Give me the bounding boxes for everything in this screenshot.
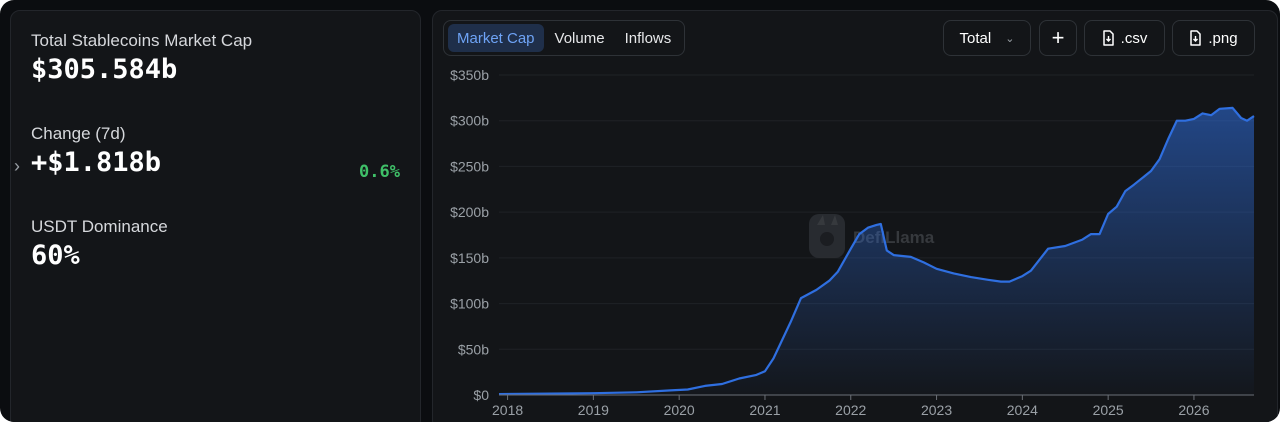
change-label: Change (7d): [31, 124, 126, 143]
change-percent: 0.6%: [359, 162, 400, 182]
plus-icon: +: [1051, 25, 1065, 50]
y-tick-label: $350b: [450, 67, 489, 83]
x-tick-label: 2025: [1093, 402, 1124, 418]
market-cap-line[interactable]: [498, 106, 1255, 396]
y-tick-label: $200b: [450, 204, 489, 220]
market-cap-label: Total Stablecoins Market Cap: [31, 31, 253, 50]
x-tick-label: 2018: [492, 402, 523, 418]
dominance-label: USDT Dominance: [31, 217, 168, 236]
add-button[interactable]: +: [1039, 20, 1077, 56]
chart-tabs: Market Cap Volume Inflows: [443, 20, 686, 56]
csv-label: .csv: [1120, 29, 1148, 47]
y-tick-label: $50b: [458, 341, 489, 357]
change-stat: Change (7d) +$1.818b 0.6%: [31, 124, 400, 182]
x-tick-label: 2022: [835, 402, 866, 418]
png-label: .png: [1208, 29, 1238, 47]
chevron-right-icon[interactable]: ›: [14, 156, 20, 176]
y-tick-label: $100b: [450, 296, 489, 312]
market-cap-area: [499, 107, 1254, 396]
y-tick-label: $150b: [450, 250, 489, 266]
tab-volume[interactable]: Volume: [554, 29, 605, 47]
tab-market-cap[interactable]: Market Cap: [448, 24, 544, 52]
total-select[interactable]: Total ⌄: [943, 20, 1031, 56]
y-tick-label: $250b: [450, 158, 489, 174]
chart-panel: DefiLlama $0 $50b $100b $150b $200b $250b $300…: [432, 10, 1278, 422]
image-download-icon: [1189, 30, 1202, 46]
total-select-label: Total: [959, 29, 992, 47]
x-tick-label: 2020: [664, 402, 695, 418]
market-cap-chart: DefiLlama $0$50b$100b$150b$200b$250b$300…: [450, 67, 1255, 418]
market-cap-stat: Total Stablecoins Market Cap $305.584b: [31, 31, 400, 87]
tab-inflows[interactable]: Inflows: [624, 29, 672, 47]
y-tick-label: $0: [473, 387, 489, 403]
download-png-button[interactable]: .png: [1172, 20, 1255, 56]
download-csv-button[interactable]: .csv: [1084, 20, 1165, 56]
x-tick-label: 2023: [921, 402, 952, 418]
llama-logo-icon: [809, 214, 845, 258]
market-cap-value: $305.584b: [31, 54, 178, 85]
dominance-stat: USDT Dominance 60%: [31, 217, 400, 273]
x-tick-label: 2026: [1178, 402, 1209, 418]
file-download-icon: [1102, 30, 1115, 46]
stats-panel: Total Stablecoins Market Cap $305.584b C…: [10, 10, 421, 422]
x-tick-label: 2019: [578, 402, 609, 418]
dominance-value: 60%: [31, 240, 80, 271]
y-tick-label: $300b: [450, 113, 489, 129]
change-value: +$1.818b: [31, 147, 162, 178]
x-tick-label: 2021: [749, 402, 780, 418]
x-tick-label: 2024: [1007, 402, 1038, 418]
chevron-down-icon: ⌄: [1005, 32, 1015, 45]
